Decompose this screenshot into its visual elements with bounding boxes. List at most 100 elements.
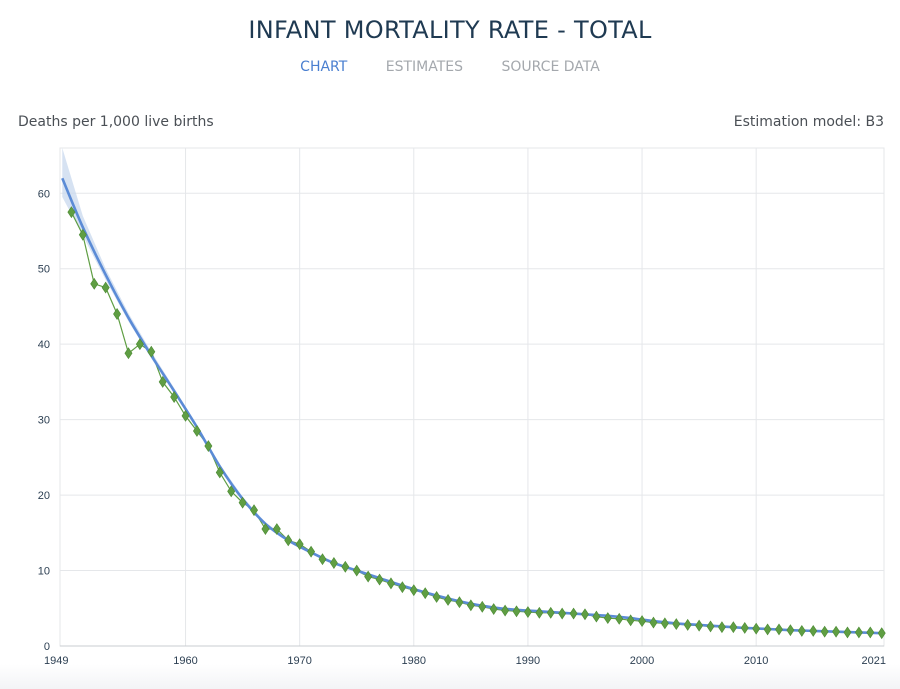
observed-point — [455, 596, 464, 609]
x-axis-ticks: 1949 1960 1970 1980 1990 2000 2010 2021 — [44, 655, 886, 667]
observed-point — [204, 440, 213, 452]
observed-point — [113, 308, 122, 320]
observed-point — [820, 625, 829, 638]
observed-point — [135, 338, 144, 351]
y-tick-label: 20 — [38, 490, 50, 502]
tab-chart[interactable]: CHART — [300, 59, 348, 75]
observed-point — [786, 624, 795, 637]
observed-point — [409, 584, 418, 597]
observed-point — [592, 610, 601, 623]
y-tick-label: 10 — [38, 566, 50, 578]
x-tick-label: 1990 — [516, 655, 540, 667]
observed-point — [261, 523, 270, 535]
observed-point — [729, 621, 738, 634]
observed-point — [272, 523, 281, 535]
x-tick-label: 1980 — [402, 655, 426, 667]
observed-point — [877, 627, 886, 640]
observed-point — [192, 425, 201, 437]
y-tick-label: 30 — [38, 415, 50, 427]
observed-point — [763, 623, 772, 636]
observed-point — [866, 626, 875, 639]
x-tick-label: 2021 — [862, 655, 886, 667]
tab-estimates[interactable]: ESTIMATES — [385, 59, 464, 75]
observed-point — [478, 600, 487, 613]
observed-point — [181, 409, 190, 422]
footer-fade — [0, 664, 900, 689]
y-tick-label: 50 — [38, 264, 50, 276]
observed-point — [683, 618, 692, 631]
observed-point — [832, 625, 841, 638]
y-axis-ticks: 0 10 20 30 40 50 60 — [38, 188, 50, 653]
chart-grid — [59, 147, 885, 647]
observed-point — [512, 605, 521, 618]
y-axis-label: Deaths per 1,000 live births — [18, 114, 214, 130]
observed-point — [717, 621, 726, 634]
x-tick-label: 1960 — [173, 655, 197, 667]
observed-point — [558, 607, 567, 620]
observed-point — [809, 624, 818, 637]
observed-point — [78, 228, 87, 241]
observed-point — [501, 604, 510, 617]
observed-point — [364, 570, 373, 583]
y-tick-label: 60 — [38, 188, 50, 200]
observed-point — [387, 577, 395, 590]
observed-point — [227, 485, 236, 498]
observed-point — [523, 606, 532, 618]
observed-point — [375, 573, 384, 586]
observed-point — [158, 375, 167, 388]
observed-point — [660, 617, 669, 630]
plot-frame — [59, 147, 885, 647]
view-tabs: CHART ESTIMATES SOURCE DATA — [0, 59, 900, 75]
observed-point — [170, 391, 179, 403]
observed-point — [489, 603, 498, 615]
observed-point — [466, 599, 475, 612]
observed-point — [444, 594, 452, 606]
observed-point — [238, 496, 247, 509]
observed-point — [797, 624, 806, 637]
observed-point — [638, 615, 647, 628]
observed-point — [318, 553, 327, 566]
observed-point — [535, 606, 544, 619]
observed-point — [101, 281, 110, 294]
observed-point — [307, 545, 316, 558]
observed-point — [90, 277, 99, 290]
observed-point — [398, 581, 407, 594]
observed-point — [215, 466, 224, 479]
observed-point — [250, 504, 258, 517]
observed-point — [147, 345, 156, 358]
x-tick-label: 2000 — [630, 655, 654, 667]
observed-point — [329, 557, 338, 569]
x-tick-label: 1970 — [287, 655, 311, 667]
x-tick-label: 2010 — [744, 655, 768, 667]
y-tick-label: 0 — [44, 641, 50, 653]
observed-point — [341, 560, 350, 573]
observed-point — [775, 623, 783, 636]
observed-point — [432, 591, 441, 603]
observed-point — [421, 587, 430, 600]
observed-point — [843, 626, 852, 639]
observed-point — [752, 622, 761, 635]
tab-source-data[interactable]: SOURCE DATA — [501, 59, 600, 75]
observed-point — [740, 621, 749, 634]
observed-point — [581, 608, 589, 621]
observed-point — [546, 606, 555, 619]
observed-point — [124, 347, 133, 360]
observed-point — [295, 538, 304, 551]
observed-point — [569, 607, 578, 620]
x-tick-label: 1949 — [44, 655, 68, 667]
observed-point — [626, 614, 635, 627]
observed-point — [649, 616, 658, 629]
observed-point — [352, 564, 361, 577]
observed-point — [854, 626, 863, 639]
observed-markers — [67, 206, 886, 640]
observed-point — [615, 612, 624, 625]
y-tick-label: 40 — [38, 339, 50, 351]
page-title: INFANT MORTALITY RATE - TOTAL — [248, 16, 652, 44]
estimation-model-label: Estimation model: B3 — [733, 114, 884, 130]
observed-point — [67, 206, 76, 219]
observed-point — [603, 612, 612, 625]
observed-point — [284, 534, 293, 547]
observed-point — [672, 618, 681, 631]
observed-point — [706, 620, 715, 633]
